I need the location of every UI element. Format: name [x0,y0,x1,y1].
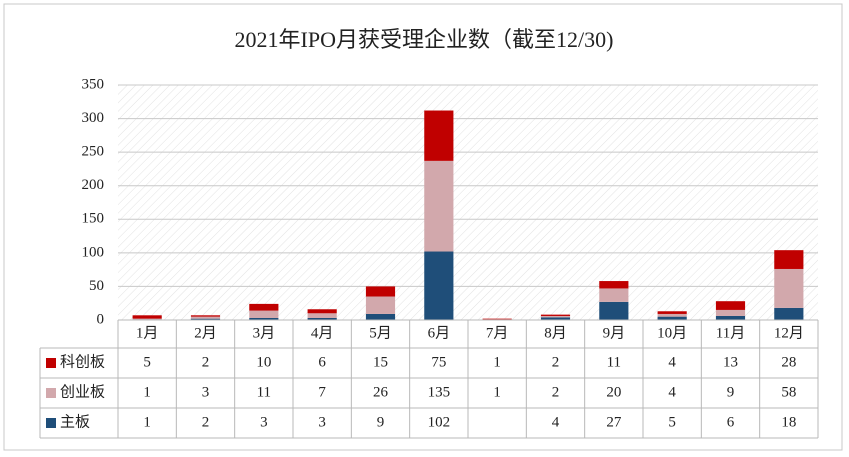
table-value: 15 [373,354,388,370]
y-tick-label: 300 [82,110,105,126]
bar-segment [307,313,337,318]
table-value: 28 [781,354,796,370]
x-tick-label: 8月 [544,325,567,341]
table-value: 4 [668,354,676,370]
bar-segment [190,318,221,320]
y-tick-label: 0 [97,311,105,327]
table-value: 3 [202,384,210,400]
legend-key [46,388,56,398]
table-value: 7 [318,384,326,400]
table-value: 26 [373,384,389,400]
bar-segment [249,317,279,320]
table-value: 11 [257,384,271,400]
table-value: 20 [606,384,621,400]
table-value: 9 [377,414,385,430]
x-tick-label: 5月 [369,325,392,341]
bar-segment [249,310,279,318]
bar-segment [482,318,512,320]
bar-segment [190,315,221,317]
y-tick-label: 200 [82,177,105,193]
bar-segment [540,314,571,316]
table-value: 27 [606,414,622,430]
bar-segment [774,250,804,269]
bar-segment [657,316,687,320]
y-tick-label: 350 [82,76,105,92]
bar-segment [365,313,396,320]
bar-segment [715,309,746,316]
bar-segment [599,288,629,302]
bar-segment [365,286,396,297]
x-tick-label: 11月 [716,325,745,341]
bar-segment [599,301,629,320]
bar-segment [190,316,221,319]
x-tick-label: 9月 [603,325,626,341]
table-value: 5 [143,354,151,370]
x-tick-label: 2月 [194,325,217,341]
table-value: 2 [552,384,560,400]
bar-segment [540,315,571,318]
table-value: 102 [428,414,451,430]
y-tick-label: 50 [89,278,104,294]
bar-segment [307,309,337,314]
table-value: 58 [781,384,796,400]
bar-segment [249,303,279,311]
x-tick-label: 7月 [486,325,509,341]
table-value: 6 [318,354,326,370]
legend-key [46,418,56,428]
table-value: 4 [668,384,676,400]
x-tick-label: 4月 [311,325,334,341]
table-value: 3 [260,414,268,430]
bar-segment [132,315,162,319]
x-tick-label: 6月 [428,325,451,341]
y-tick-label: 100 [82,244,105,260]
table-value: 9 [727,384,735,400]
bar-segment [307,317,337,320]
table-value: 1 [143,384,151,400]
chart-title: 2021年IPO月获受理企业数（截至12/30) [235,27,614,52]
table-value: 1 [143,414,151,430]
bar-segment [774,307,804,320]
bar-segment [365,296,396,314]
y-tick-label: 150 [82,211,105,227]
bar-segment [657,311,687,314]
bar-segment [599,281,629,289]
legend-label: 科创板 [60,352,105,370]
table-value: 6 [727,414,735,430]
table-value: 135 [428,384,451,400]
table-value: 1 [493,354,501,370]
bar-segment [424,110,454,161]
bar-segment [715,315,746,320]
x-tick-label: 1月 [136,325,159,341]
bar-segment [774,268,804,308]
legend-label: 主板 [60,412,90,430]
legend-key [46,358,56,368]
x-tick-label: 10月 [657,325,687,341]
table-value: 2 [202,354,210,370]
table-value: 2 [552,354,560,370]
bar-segment [540,317,571,320]
table-value: 10 [256,354,271,370]
table-value: 18 [781,414,796,430]
x-tick-label: 12月 [774,325,804,341]
bar-segment [132,318,162,320]
table-value: 4 [552,414,560,430]
table-value: 5 [668,414,676,430]
y-tick-label: 250 [82,144,105,160]
bar-segment [424,251,454,320]
bar-segment [424,160,454,252]
table-value: 11 [607,354,621,370]
bar-segment [657,313,687,317]
table-value: 13 [723,354,738,370]
table-value: 75 [431,354,446,370]
bar-segment [715,301,746,310]
table-value: 3 [318,414,326,430]
table-value: 2 [202,414,210,430]
plot-area [118,85,818,320]
legend-label: 创业板 [60,382,105,400]
table-value: 1 [493,384,501,400]
x-tick-label: 3月 [253,325,276,341]
